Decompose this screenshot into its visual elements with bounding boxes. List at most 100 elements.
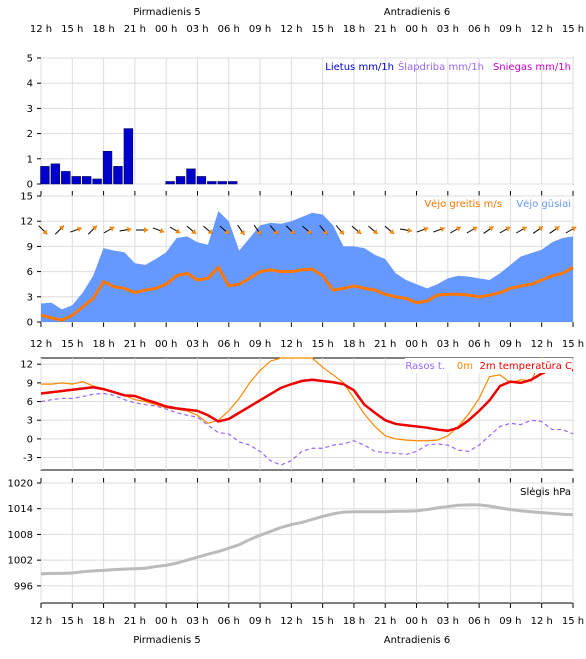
time-tick-label: 09 h: [499, 616, 521, 627]
wind-arrow: [416, 226, 429, 233]
y-tick-label: 3: [27, 292, 33, 303]
rain-bar: [207, 181, 217, 185]
wind-arrow: [169, 226, 181, 234]
wind-arrow: [119, 226, 132, 233]
time-tick-label: 00 h: [405, 616, 427, 627]
time-axis-middle: 12 h 15 h 18 h 21 h 00 h 03 h 06 h 09 h 12 h 15 h…: [30, 339, 584, 350]
wind-arrow-head: [175, 228, 181, 234]
y-tick-label: 6: [27, 267, 33, 278]
y-tick-label: 15: [20, 192, 33, 203]
wind-arrow-head: [256, 229, 262, 235]
wind-arrow-head: [554, 226, 560, 232]
rain-bar: [186, 168, 196, 185]
legend-temp-2m: 2m temperatūra C: [480, 361, 573, 372]
time-tick-label: 00 h: [405, 24, 427, 35]
time-tick-label: 06 h: [468, 24, 490, 35]
rain-bar: [165, 181, 175, 185]
legend-snow: Sniegas mm/1h: [493, 62, 571, 73]
wind-arrow-head: [571, 226, 577, 232]
rain-bar: [102, 150, 113, 185]
y-tick-label: 12: [20, 217, 33, 228]
wind-arrow-head: [207, 229, 213, 234]
time-tick-label: 06 h: [468, 339, 490, 350]
wind-arrow-head: [58, 225, 64, 231]
time-axis-top: 12 h 15 h 18 h 21 h 00 h 03 h 06 h 09 h 12 h 15 h…: [30, 24, 584, 35]
time-tick-label: 12 h: [531, 24, 553, 35]
wind-arrow-head: [143, 227, 148, 233]
time-tick-label: 18 h: [92, 616, 114, 627]
time-tick-label: 15 h: [61, 24, 83, 35]
time-tick-label: 15 h: [312, 616, 334, 627]
wind-arrow: [136, 227, 148, 233]
wind-arrow-head: [505, 226, 511, 232]
wind-arrow-head: [439, 226, 445, 233]
time-tick-label: 21 h: [374, 24, 396, 35]
y-tick-label: 1008: [8, 530, 33, 541]
time-tick-label: 12 h: [531, 616, 553, 627]
rain-bar: [61, 171, 71, 185]
time-tick-label: 12 h: [280, 24, 302, 35]
time-tick-label: 18 h: [92, 24, 114, 35]
wind-arrow-head: [455, 226, 461, 232]
y-tick-label: 9: [27, 378, 33, 389]
time-tick-label: 09 h: [249, 616, 271, 627]
wind-arrow: [302, 225, 312, 235]
wind-arrow: [400, 227, 412, 234]
time-tick-label: 18 h: [343, 339, 365, 350]
wind-arrow-head: [356, 229, 362, 234]
wind-arrow: [433, 226, 445, 233]
y-tick-label: 4: [27, 79, 33, 90]
pressure-y-axis: 996 1002 1008 1014 1020: [8, 479, 41, 592]
wind-arrow: [450, 226, 461, 234]
wind-arrow-head: [521, 226, 527, 232]
wind-arrow: [466, 226, 478, 234]
rain-bar: [228, 181, 238, 185]
wind-arrow-head: [537, 226, 543, 232]
wind-arrow-head: [488, 226, 494, 232]
y-tick-label: 0: [27, 318, 33, 329]
wind-arrow: [70, 226, 82, 233]
legend-temp-0m: 0m: [457, 361, 473, 372]
wind-arrow-head: [472, 226, 478, 232]
wind-arrow: [499, 226, 511, 234]
temp-0m-line: [41, 357, 574, 442]
time-tick-label: 03 h: [186, 339, 208, 350]
wind-arrow: [186, 225, 197, 235]
time-tick-label: 03 h: [437, 24, 459, 35]
rain-bar: [113, 166, 123, 185]
time-tick-label: 06 h: [218, 616, 240, 627]
time-tick-label: 21 h: [124, 616, 146, 627]
wind-arrow: [565, 226, 577, 234]
wind-arrow: [384, 225, 395, 235]
wind-arrow: [103, 226, 115, 234]
time-tick-label: 12 h: [531, 339, 553, 350]
time-tick-label: 12 h: [30, 616, 52, 627]
time-tick-label: 15 h: [562, 339, 584, 350]
wind-arrow-head: [42, 229, 48, 235]
rain-bar: [71, 176, 81, 185]
wind-arrow: [253, 224, 262, 236]
y-tick-label: 3: [27, 104, 33, 115]
time-tick-label: 09 h: [249, 24, 271, 35]
y-tick-label: 5: [27, 54, 33, 65]
time-tick-label: 15 h: [562, 24, 584, 35]
rain-bar: [92, 178, 102, 185]
time-tick-label: 15 h: [312, 24, 334, 35]
wind-y-axis: 0 3 6 9 12 15: [20, 192, 41, 329]
precipitation-panel: 0 1 2 3 4 5 Lietus mm/1h Šlapdriba mm/1h Snie…: [27, 54, 574, 191]
wind-arrow-head: [224, 229, 230, 234]
day-label-bottom-2: Antradienis 6: [384, 635, 450, 646]
day-label-top-1: Pirmadienis 5: [133, 7, 201, 18]
pressure-panel: 996 1002 1008 1014 1020 Slėgis hPa: [8, 478, 574, 608]
wind-arrow: [516, 226, 527, 234]
wind-arrow-head: [159, 227, 165, 234]
day-label-bottom-1: Pirmadienis 5: [133, 635, 201, 646]
wind-arrow-head: [289, 229, 295, 235]
wind-arrow: [54, 225, 65, 235]
wind-arrow: [269, 225, 279, 235]
legend-rain: Lietus mm/1h: [325, 62, 394, 73]
time-tick-label: 00 h: [155, 616, 177, 627]
time-tick-label: 12 h: [280, 616, 302, 627]
wind-arrow-head: [191, 229, 197, 234]
